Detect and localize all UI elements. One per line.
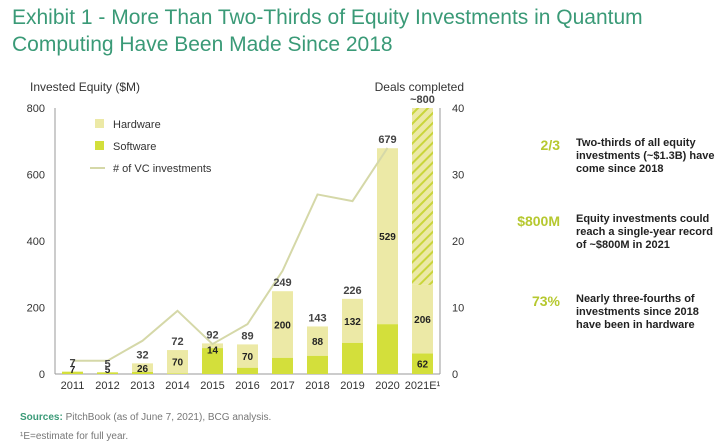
bar-label-hardware: 88 — [312, 337, 324, 348]
legend-swatch-hardware — [95, 119, 104, 128]
bar-total-label: 249 — [273, 277, 291, 289]
bar-software — [132, 372, 153, 374]
x-tick-label: 2014 — [165, 380, 189, 392]
bar-software — [342, 342, 363, 374]
x-tick-label: 2021E¹ — [405, 380, 441, 392]
bar-total-label: ~800 — [410, 94, 435, 106]
y2-tick-label: 10 — [452, 303, 464, 315]
y2-tick-label: 30 — [452, 170, 464, 182]
callout-text: Nearly three-fourths of investments sinc… — [576, 293, 699, 331]
y-tick-label: 0 — [39, 369, 45, 381]
y2-tick-label: 40 — [452, 103, 464, 115]
bar-total-label: 32 — [136, 349, 148, 361]
x-tick-label: 2019 — [340, 380, 364, 392]
bar-hardware — [307, 326, 328, 356]
legend-label-line: # of VC investments — [113, 163, 212, 175]
callout-value: 2/3 — [540, 137, 560, 153]
bar-label-hardware: 7 — [70, 365, 76, 376]
callout-value: 73% — [531, 293, 560, 309]
bar-total-label: 89 — [241, 330, 253, 342]
bar-software — [307, 355, 328, 374]
line-vc-investments — [72, 147, 389, 362]
sources-label: Sources: — [20, 412, 63, 423]
callout-panel: 2/3 Two-thirds of all equity investments… — [500, 0, 720, 448]
bar-hardware — [132, 363, 153, 373]
bar-label-hardware: 26 — [137, 364, 149, 375]
bar-software — [237, 367, 258, 374]
bar-software — [377, 324, 398, 374]
x-tick-label: 2017 — [270, 380, 294, 392]
bar-software — [412, 353, 433, 374]
callout-value: $800M — [517, 213, 560, 229]
bar-hardware — [342, 298, 363, 343]
bar-label-hardware: 132 — [344, 317, 361, 328]
y-tick-label: 200 — [27, 303, 45, 315]
bar-total-label: 92 — [206, 329, 218, 341]
bar-label-hardware: 70 — [242, 352, 254, 363]
y2-tick-label: 0 — [452, 369, 458, 381]
bar-label-hardware: 14 — [207, 345, 219, 356]
bar-hardware — [237, 344, 258, 368]
x-tick-label: 2015 — [200, 380, 224, 392]
bar-hardware — [412, 284, 433, 354]
legend-label-hardware: Hardware — [113, 119, 161, 131]
bar-software — [272, 357, 293, 374]
bar-label-hardware: 70 — [172, 358, 184, 369]
bar-label-hardware: 5 — [105, 365, 111, 376]
x-tick-label: 2012 — [95, 380, 119, 392]
x-tick-label: 2013 — [130, 380, 154, 392]
bar-total-label: 143 — [308, 312, 326, 324]
bar-software — [202, 348, 223, 374]
legend-label-software: Software — [113, 141, 156, 153]
bar-label-software: 62 — [417, 360, 429, 371]
y2-axis-title: Deals completed — [375, 80, 464, 94]
y-tick-label: 400 — [27, 236, 45, 248]
bar-hardware — [202, 343, 223, 349]
bar-total-label: 5 — [104, 358, 110, 370]
callout-text: Two-thirds of all equity investments (~$… — [576, 137, 715, 175]
bar-label-hardware: 529 — [379, 232, 396, 243]
sources-text: PitchBook (as of June 7, 2021), BCG anal… — [65, 412, 272, 423]
footnote: ¹E=estimate for full year. — [20, 431, 129, 442]
y2-tick-label: 20 — [452, 236, 464, 248]
legend-swatch-software — [95, 141, 104, 150]
x-tick-label: 2020 — [375, 380, 399, 392]
bar-label-hardware: 206 — [414, 315, 431, 326]
bar-software — [167, 373, 188, 374]
bar-total-label: 7 — [69, 358, 75, 370]
bar-total-label: 679 — [378, 134, 396, 146]
y-tick-label: 600 — [27, 170, 45, 182]
callout-text: Equity investments could reach a single-… — [576, 213, 713, 251]
bar-total-label: 72 — [171, 336, 183, 348]
bar-hardware — [377, 148, 398, 325]
bar-hardware — [167, 350, 188, 374]
x-tick-label: 2011 — [61, 380, 85, 392]
x-tick-label: 2018 — [305, 380, 329, 392]
y-tick-label: 800 — [27, 103, 45, 115]
bar-software — [97, 372, 118, 374]
sources-note: Sources: PitchBook (as of June 7, 2021),… — [20, 412, 271, 423]
chart-title: Exhibit 1 - More Than Two-Thirds of Equi… — [12, 6, 643, 56]
bar-hardware — [272, 291, 293, 358]
bar-estimate — [412, 108, 433, 285]
y-axis-title: Invested Equity ($M) — [30, 80, 140, 94]
bar-software — [62, 371, 83, 374]
bar-label-hardware: 200 — [274, 320, 291, 331]
x-tick-label: 2016 — [235, 380, 259, 392]
bar-total-label: 226 — [343, 285, 361, 297]
